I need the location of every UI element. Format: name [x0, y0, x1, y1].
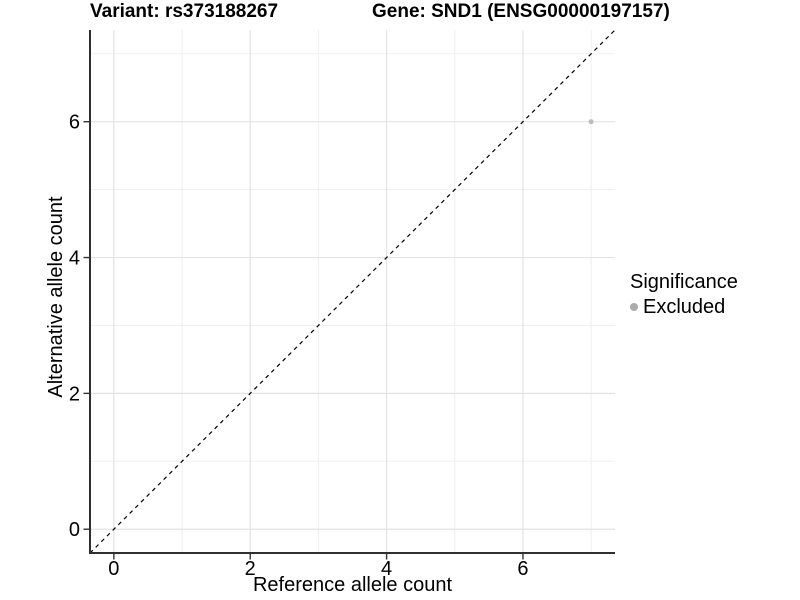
y-tick-label: 0 [69, 519, 80, 541]
x-tick-label: 2 [245, 558, 256, 580]
axis-lines [89, 30, 615, 554]
y-tick-labels: 0 2 4 6 [69, 112, 80, 542]
x-tick-label: 4 [381, 558, 392, 580]
data-points [588, 119, 594, 125]
legend-entry-excluded: Excluded [630, 296, 738, 318]
y-tick-label: 4 [69, 248, 80, 270]
y-axis-label: Alternative allele count [45, 196, 67, 398]
data-point [588, 119, 594, 125]
grid-major [90, 30, 615, 553]
x-tick-label: 6 [517, 558, 528, 580]
plot-title-gene: Gene: SND1 (ENSG00000197157) [372, 1, 670, 22]
legend: Significance Excluded [630, 271, 738, 318]
tick-marks [83, 120, 524, 560]
identity-line [89, 29, 616, 554]
y-tick-label: 2 [69, 383, 80, 405]
legend-key-dot-icon [630, 303, 638, 311]
x-tick-labels: 0 2 4 6 [108, 558, 528, 580]
legend-title: Significance [630, 271, 738, 293]
x-tick-label: 0 [108, 558, 119, 580]
grid-minor [90, 30, 615, 553]
plot-title-variant: Variant: rs373188267 [90, 1, 279, 22]
y-tick-label: 6 [69, 112, 80, 134]
legend-entry-label: Excluded [643, 296, 726, 318]
x-axis-label: Reference allele count [252, 574, 452, 596]
